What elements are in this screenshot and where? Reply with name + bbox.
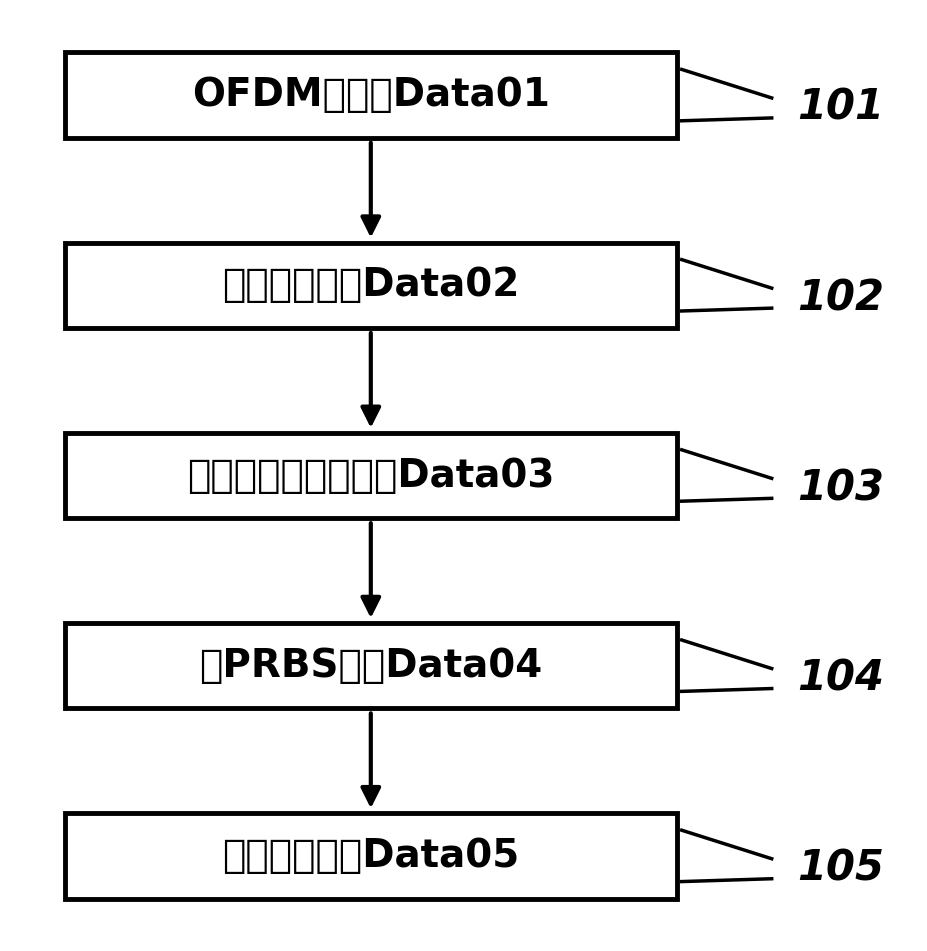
Text: 加PRBS帧头Data04: 加PRBS帧头Data04 [199, 647, 542, 685]
Text: 103: 103 [796, 467, 883, 510]
Text: 加复指数帧头Data05: 加复指数帧头Data05 [222, 837, 519, 875]
Bar [65, 433, 677, 518]
Text: 101: 101 [796, 87, 883, 129]
Text: 104: 104 [796, 657, 883, 700]
Bar [65, 623, 677, 708]
Text: 按符号进行均值调制Data03: 按符号进行均值调制Data03 [187, 456, 554, 495]
Text: 105: 105 [796, 847, 883, 890]
Text: 按符号去均值Data02: 按符号去均值Data02 [222, 266, 519, 304]
Bar [65, 52, 677, 138]
Text: OFDM数据帧Data01: OFDM数据帧Data01 [192, 76, 550, 114]
Bar [65, 243, 677, 328]
Text: 102: 102 [796, 277, 883, 320]
Bar [65, 813, 677, 899]
